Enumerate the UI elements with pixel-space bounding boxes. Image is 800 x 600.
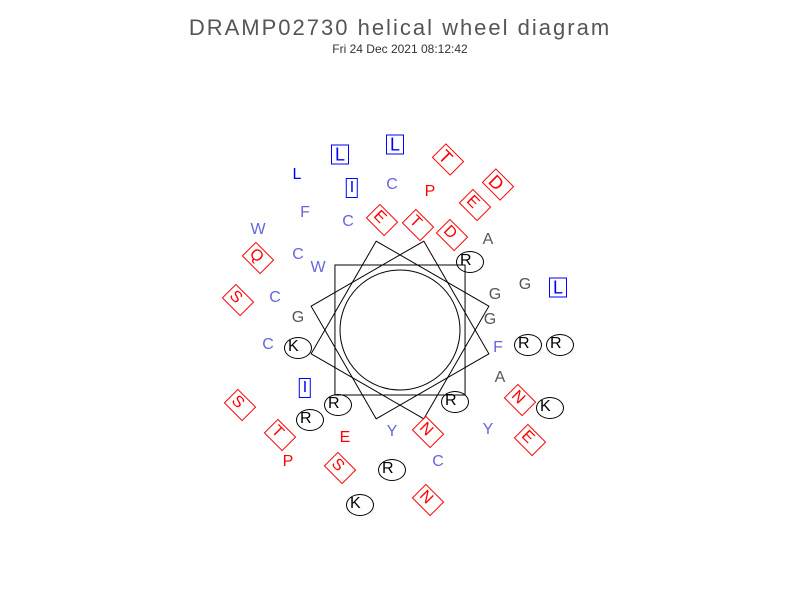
residue-36: R (441, 391, 469, 413)
residue-17: W (307, 259, 328, 277)
residue-37: N (507, 390, 533, 410)
residue-47: S (327, 458, 353, 478)
residue-23: G (486, 286, 504, 304)
residue-8: E (462, 195, 488, 215)
residue-41: E (337, 429, 354, 447)
residue-9: F (297, 204, 313, 222)
residue-39: S (227, 395, 253, 415)
residue-7: D (485, 175, 511, 196)
residue-13: D (439, 225, 465, 245)
residue-45: E (517, 430, 543, 450)
residue-24: G (516, 276, 534, 294)
residue-35: A (492, 369, 509, 387)
residue-27: C (259, 336, 277, 354)
residue-44: Y (480, 421, 497, 439)
residue-21: C (266, 289, 284, 307)
residue-5: C (383, 176, 401, 194)
residue-19: R (456, 251, 484, 273)
residue-26: G (481, 311, 499, 329)
residue-30: R (514, 334, 542, 356)
residue-51: N (415, 490, 441, 510)
residue-42: Y (384, 423, 401, 441)
residue-20: S (225, 290, 251, 310)
residue-14: W (247, 221, 268, 239)
residue-46: P (280, 453, 297, 471)
residue-33: R (324, 394, 352, 416)
residue-6: P (422, 183, 439, 201)
residue-31: R (546, 334, 574, 356)
residue-38: K (536, 397, 564, 419)
residue-40: T (267, 425, 293, 445)
residue-43: N (415, 422, 441, 442)
residue-48: R (378, 459, 406, 481)
residue-50: K (346, 494, 374, 516)
residue-3: I (346, 178, 358, 198)
residue-15: Q (245, 248, 271, 268)
residue-25: L (549, 278, 567, 299)
residue-stage: LLTILCPDEFCETDWQCWARSCGGGLGCKFRRIRRARNKS… (0, 0, 800, 600)
residue-18: A (480, 231, 497, 249)
residue-10: C (339, 213, 357, 231)
residue-28: K (284, 337, 312, 359)
residue-1: L (386, 135, 404, 156)
residue-22: G (289, 309, 307, 327)
residue-32: I (299, 378, 311, 398)
residue-16: C (289, 246, 307, 264)
residue-11: E (369, 210, 395, 230)
residue-34: R (296, 409, 324, 431)
residue-12: T (405, 215, 431, 235)
residue-49: C (429, 453, 447, 471)
residue-4: L (290, 166, 305, 184)
residue-0: L (331, 145, 349, 166)
residue-2: T (435, 150, 461, 171)
residue-29: F (490, 339, 506, 357)
